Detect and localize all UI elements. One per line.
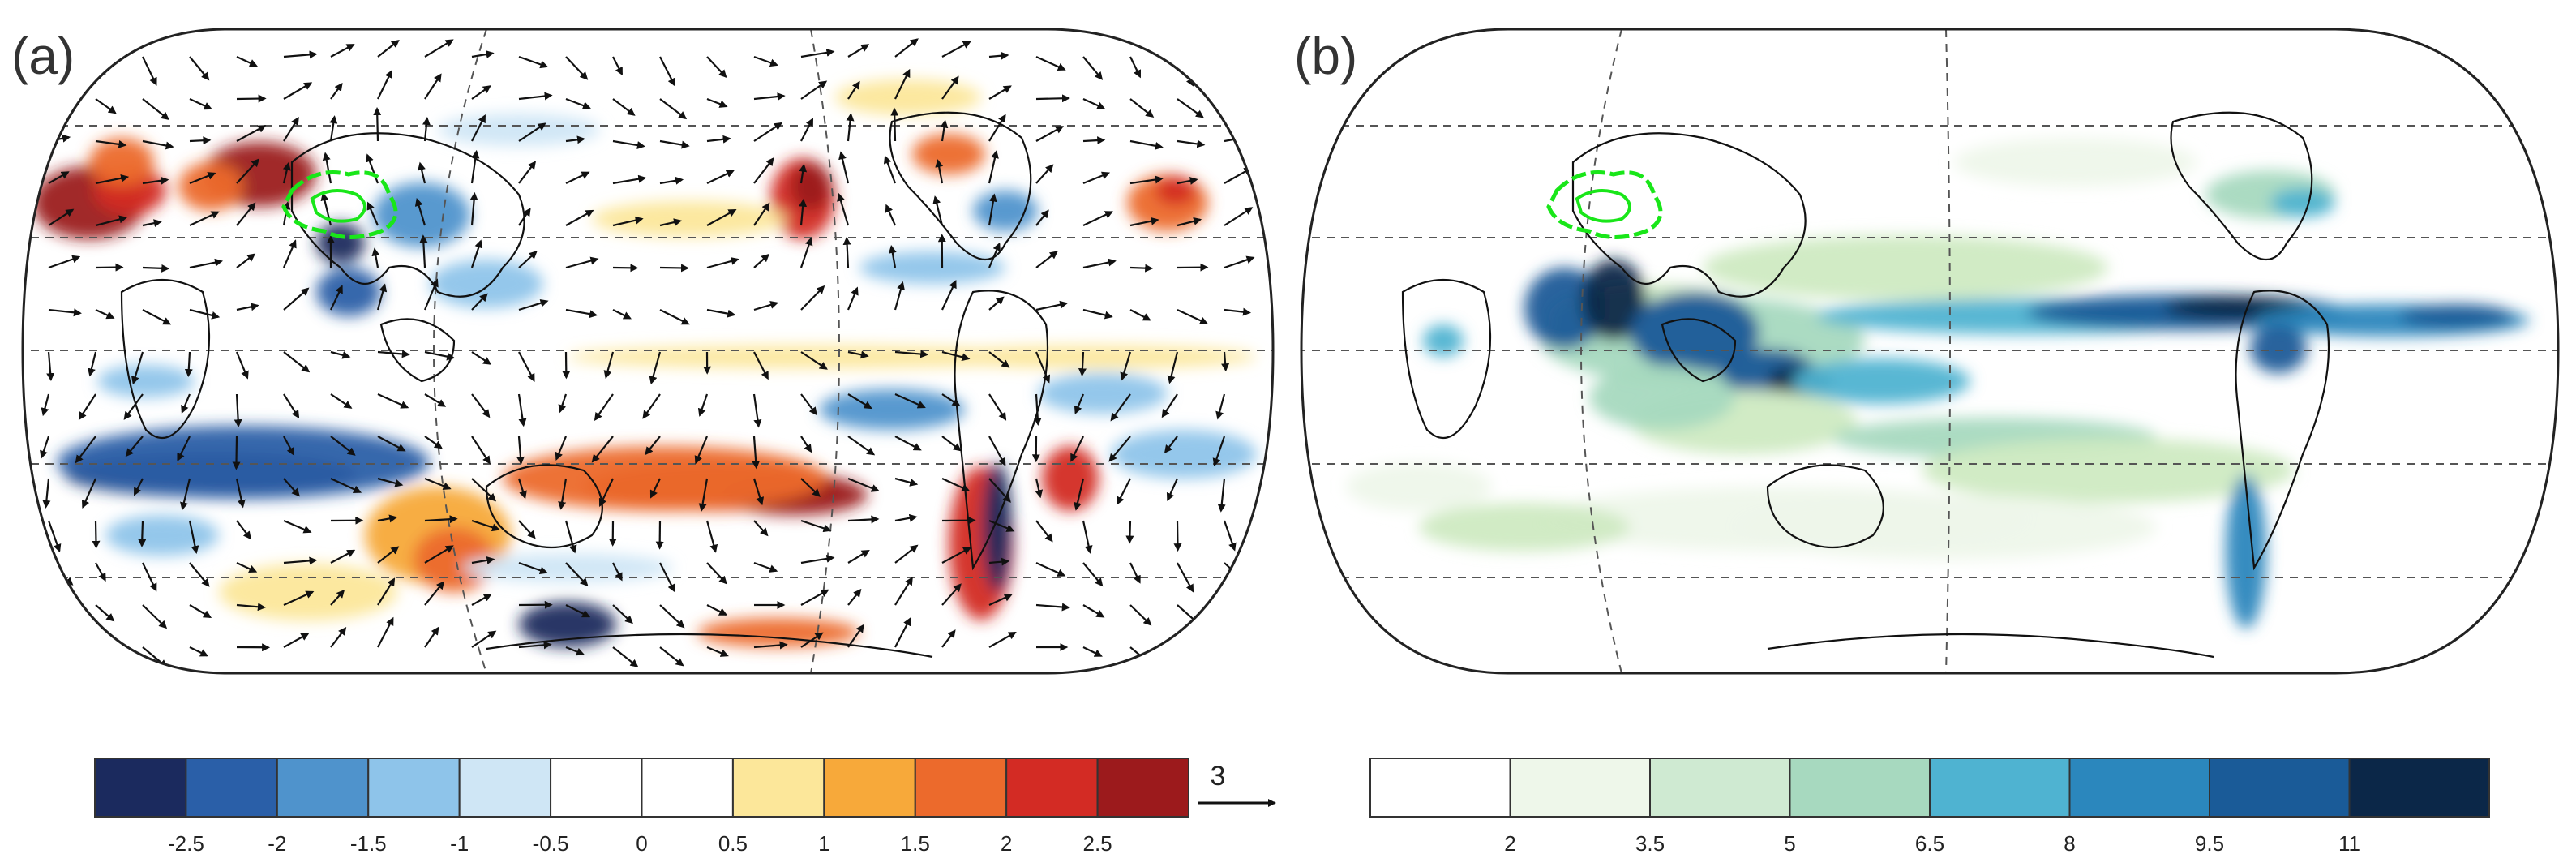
colorbar-b: 2 3.5 5 6.5 8 9.5 11 <box>1369 758 2490 856</box>
colorbar-b-swatch <box>2209 758 2351 818</box>
colorbar-a-swatch <box>276 758 370 818</box>
colorbar-a-tick-label: 1 <box>818 831 829 856</box>
map-border-a <box>21 28 1275 675</box>
colorbar-b-tick-label: 5 <box>1784 831 1795 856</box>
colorbar-b-swatch <box>1929 758 2071 818</box>
colorbar-a-swatch <box>458 758 552 818</box>
colorbar-a-swatch <box>914 758 1008 818</box>
colorbar-a-tick-label: -1.5 <box>350 831 387 856</box>
colorbar-a: -2.5 -2 -1.5 -1 -0.5 0 0.5 1 1.5 2 2.5 <box>94 758 1190 856</box>
colorbar-b-swatch <box>1649 758 1791 818</box>
colorbar-a-tick-label: -1 <box>450 831 469 856</box>
colorbar-a-swatch <box>367 758 461 818</box>
colorbar-a-swatch <box>641 758 734 818</box>
colorbar-a-tick-label: 2 <box>1001 831 1012 856</box>
map-panel-b <box>1300 28 2560 675</box>
colorbar-a-swatch <box>550 758 643 818</box>
colorbar-a-swatch <box>1096 758 1190 818</box>
colorbar-a-swatch <box>1005 758 1099 818</box>
colorbar-a-tick-label: 0.5 <box>718 831 748 856</box>
coastlines-b <box>1401 111 2330 659</box>
graticule-a <box>23 29 1273 673</box>
colorbar-b-tick-label: 2 <box>1504 831 1515 856</box>
coastlines-a <box>120 111 1049 659</box>
tibetan-plateau-contour-a <box>281 170 398 239</box>
colorbar-a-tick-label: 2.5 <box>1083 831 1112 856</box>
colorbar-a-tick-label: -2.5 <box>168 831 204 856</box>
colorbar-b-tick-label: 3.5 <box>1635 831 1665 856</box>
colorbar-b-tick-label: 8 <box>2064 831 2075 856</box>
map-border-b <box>1300 28 2560 675</box>
panel-a-label: (a) <box>11 27 75 85</box>
colorbar-a-swatch <box>731 758 825 818</box>
map-panel-a <box>21 28 1275 675</box>
colorbar-b-swatch <box>2068 758 2210 818</box>
colorbar-a-swatch <box>823 758 916 818</box>
colorbar-a-tick-label: -2 <box>268 831 286 856</box>
tibetan-plateau-contour-b <box>1546 170 1663 239</box>
colorbar-b-tick-label: 9.5 <box>2195 831 2224 856</box>
colorbar-a-swatch <box>94 758 187 818</box>
colorbar-a-tick-label: 0 <box>636 831 647 856</box>
colorbar-a-swatch <box>185 758 278 818</box>
colorbar-b-tick-label: 11 <box>2338 831 2360 856</box>
colorbar-b-tick-label: 6.5 <box>1915 831 1944 856</box>
colorbar-b-swatch <box>1509 758 1651 818</box>
graticule-b <box>1301 29 2558 673</box>
climatology-field-b <box>1346 138 2530 629</box>
colorbar-b-swatch <box>1369 758 1511 818</box>
colorbar-a-tick-label: -0.5 <box>533 831 569 856</box>
colorbar-b-swatch <box>2348 758 2490 818</box>
colorbar-a-tick-label: 1.5 <box>901 831 930 856</box>
colorbar-b-swatch <box>1789 758 1931 818</box>
vector-reference: 3 <box>1198 761 1276 807</box>
vector-reference-label: 3 <box>1211 761 1226 792</box>
panel-b-label: (b) <box>1294 27 1358 85</box>
